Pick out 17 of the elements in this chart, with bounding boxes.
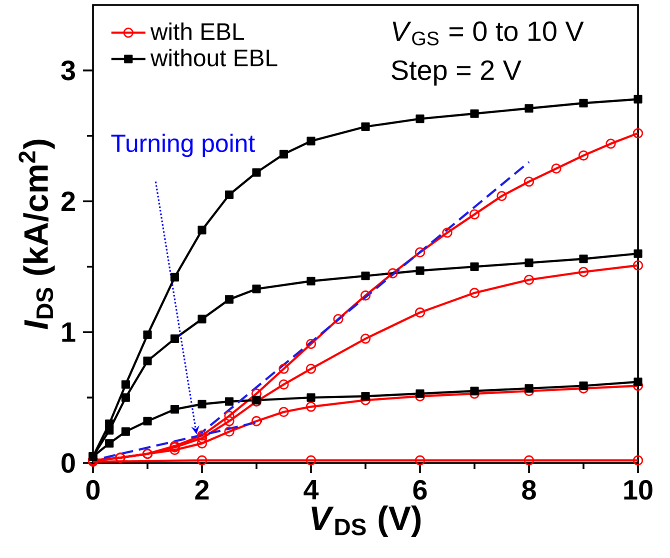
y-tick-label: 2 bbox=[61, 192, 75, 212]
x-tick-label: 4 bbox=[304, 480, 319, 500]
x-tick-label: 8 bbox=[522, 480, 536, 500]
legend-label: without EBL bbox=[150, 48, 278, 66]
y-axis-title: I$_{DS}$ (kA/cm$^{2}$) bbox=[18, 140, 55, 330]
x-axis-title: V$_{DS}$ (V) bbox=[312, 505, 421, 538]
x-tick-label: 0 bbox=[86, 480, 100, 500]
annotation: Step = 2 V bbox=[392, 60, 522, 86]
annotation: V$_{GS}$ = 0 to 10 V bbox=[392, 21, 584, 46]
y-tick-label: 1 bbox=[62, 322, 76, 342]
annotation: Turning point bbox=[111, 134, 255, 158]
y-tick-label: 3 bbox=[61, 60, 75, 80]
x-tick-label: 6 bbox=[413, 480, 427, 500]
x-tick-label: 10 bbox=[624, 480, 652, 500]
y-tick-label: 0 bbox=[62, 453, 75, 473]
x-tick-label: 2 bbox=[195, 480, 209, 500]
legend-label: with EBL bbox=[150, 22, 244, 40]
